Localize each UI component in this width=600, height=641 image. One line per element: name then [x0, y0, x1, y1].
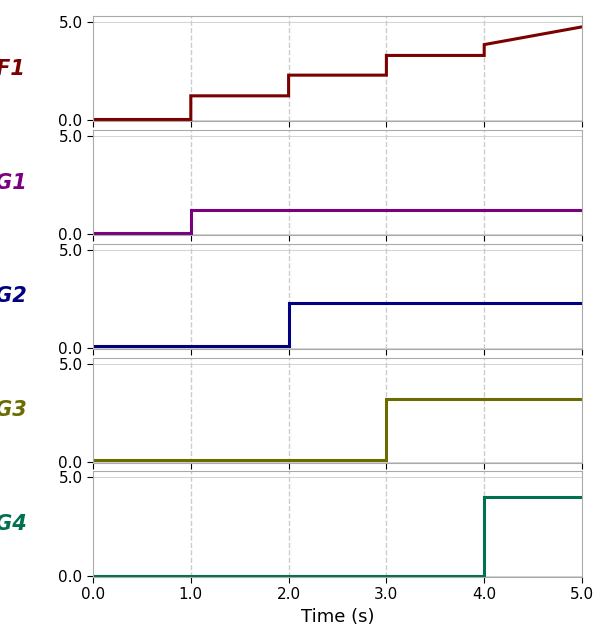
X-axis label: Time (s): Time (s) — [301, 608, 374, 626]
Y-axis label: VG3: VG3 — [0, 401, 27, 420]
Y-axis label: VG1: VG1 — [0, 172, 27, 192]
Y-axis label: VG4: VG4 — [0, 514, 27, 534]
Y-axis label: VF1: VF1 — [0, 59, 25, 79]
Y-axis label: VG2: VG2 — [0, 287, 27, 306]
